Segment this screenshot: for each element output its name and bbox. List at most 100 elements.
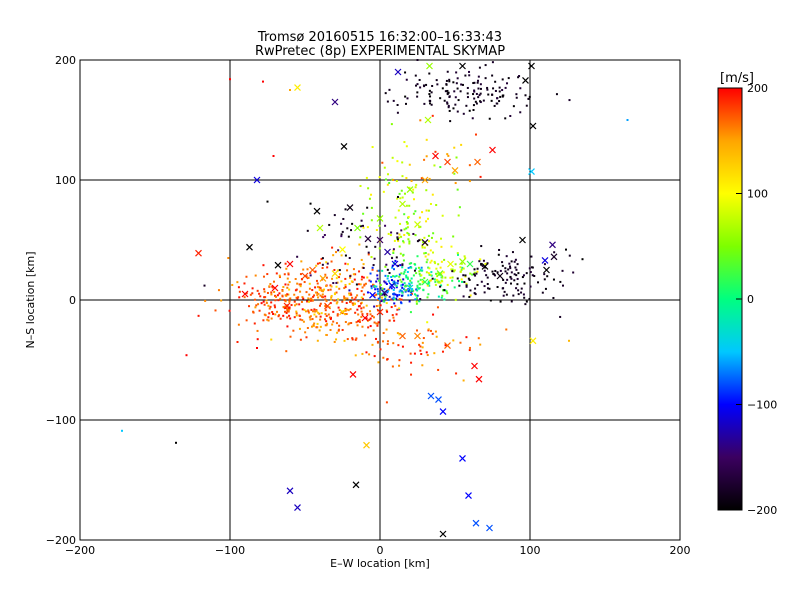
data-point — [428, 99, 431, 102]
data-point — [412, 232, 415, 235]
data-point — [506, 82, 509, 85]
data-point — [417, 280, 420, 283]
data-point — [377, 292, 380, 295]
data-point — [335, 338, 338, 341]
data-point — [450, 268, 453, 271]
data-point — [381, 287, 384, 290]
data-point-cross — [319, 274, 327, 282]
data-point-cross — [465, 492, 472, 500]
data-point — [236, 341, 239, 343]
data-point-cross — [246, 243, 253, 251]
data-point — [372, 264, 375, 267]
colorbar-label: [m/s] — [720, 71, 754, 86]
data-point — [401, 345, 404, 348]
data-point — [407, 238, 410, 241]
data-point — [404, 285, 407, 288]
data-point — [329, 302, 332, 305]
data-point — [369, 310, 372, 313]
data-point — [418, 270, 421, 273]
data-point — [431, 193, 434, 196]
data-point-cross — [349, 370, 357, 378]
data-point — [366, 276, 369, 279]
data-point — [420, 177, 423, 180]
data-point — [510, 271, 513, 274]
data-point — [377, 297, 380, 300]
data-point-cross — [522, 76, 529, 84]
data-point — [350, 229, 353, 232]
data-point — [459, 270, 462, 273]
data-point — [347, 309, 350, 312]
data-point — [238, 296, 241, 299]
data-point — [412, 198, 415, 201]
data-point — [271, 311, 274, 314]
data-point — [286, 293, 289, 296]
data-point — [366, 291, 369, 294]
data-point — [359, 236, 362, 239]
data-point — [270, 317, 273, 320]
data-point — [372, 316, 375, 319]
data-point — [437, 281, 440, 284]
data-point — [443, 258, 446, 261]
data-point — [479, 175, 482, 178]
data-point — [301, 308, 304, 311]
data-point — [349, 300, 352, 303]
data-point — [293, 293, 296, 296]
data-point — [275, 310, 278, 313]
data-point — [486, 86, 489, 89]
data-point — [388, 181, 391, 184]
data-point — [392, 249, 395, 252]
data-point — [483, 285, 486, 288]
data-point — [282, 306, 285, 309]
data-point-cross — [271, 284, 279, 292]
data-point — [455, 71, 458, 74]
data-point — [398, 298, 401, 301]
data-point — [433, 164, 436, 167]
data-point — [308, 282, 311, 285]
data-point — [308, 287, 311, 290]
data-point — [289, 335, 292, 338]
data-point — [419, 86, 422, 89]
data-point — [408, 282, 411, 285]
data-point — [286, 277, 289, 280]
data-point — [298, 314, 301, 317]
data-point — [426, 217, 429, 220]
data-point — [348, 257, 351, 260]
data-point — [396, 332, 399, 335]
data-point — [351, 222, 354, 225]
data-point — [335, 302, 338, 305]
data-point — [458, 280, 461, 283]
data-point — [273, 304, 276, 307]
data-point — [383, 280, 386, 283]
data-point — [409, 290, 412, 293]
data-point — [568, 99, 571, 102]
data-point — [395, 180, 398, 183]
data-point — [468, 349, 471, 352]
data-point — [441, 350, 444, 353]
data-point-cross — [486, 524, 493, 532]
data-point — [303, 281, 306, 284]
data-point — [405, 276, 408, 279]
data-point — [289, 297, 292, 300]
data-point — [440, 296, 443, 299]
data-point — [390, 298, 393, 301]
data-point — [370, 287, 373, 290]
data-point — [359, 225, 362, 228]
data-point — [387, 232, 390, 235]
data-point — [486, 276, 489, 279]
x-ticks: −200 −100 0 100 200 — [65, 60, 691, 557]
data-point — [377, 361, 380, 364]
data-point — [460, 278, 463, 281]
data-point — [349, 308, 352, 311]
data-point — [355, 321, 358, 324]
data-point — [307, 300, 310, 303]
data-point — [451, 268, 454, 271]
data-point — [484, 64, 487, 67]
data-point-cross — [388, 282, 396, 290]
data-point — [388, 295, 391, 298]
data-point — [325, 300, 328, 303]
data-point — [404, 290, 407, 293]
data-point — [416, 284, 419, 287]
data-point — [377, 290, 380, 293]
data-point — [403, 213, 406, 216]
data-point — [329, 317, 332, 320]
